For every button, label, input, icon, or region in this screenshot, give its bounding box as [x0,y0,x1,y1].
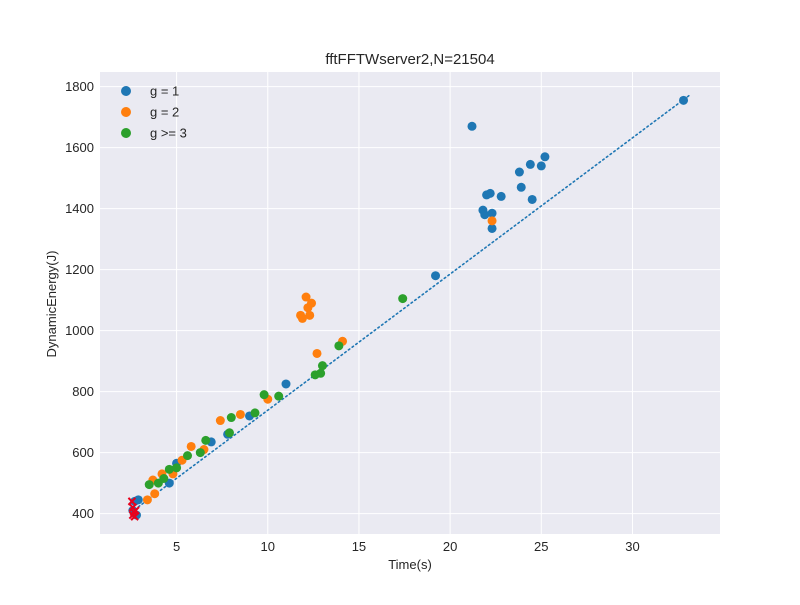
x-axis-label: Time(s) [388,557,432,572]
red-x-marker [131,506,140,515]
g1-point [527,194,537,204]
red-x-marker [128,510,138,520]
g1-point [431,271,441,281]
g3-point [164,464,174,474]
y-tick-label: 1000 [65,323,94,338]
g1-point [496,191,506,201]
grid-lines [100,72,720,534]
data-points [128,95,689,520]
g1-point [467,121,477,131]
g2-point [235,409,245,419]
legend-label-g1: g = 1 [150,84,179,99]
g3-point [398,294,408,304]
g1-point [281,379,291,389]
y-tick-label: 400 [72,506,94,521]
g1-point [525,159,535,169]
x-axis-ticks: 5 10 15 20 25 30 [173,539,640,554]
g3-point [183,451,193,461]
chart-title: fftFFTWserver2,N=21504 [325,51,494,68]
legend-marker-g2 [121,107,131,117]
plot-background [100,72,720,534]
g2-point [150,489,160,499]
g1-point [487,208,497,218]
y-tick-label: 1200 [65,262,94,277]
g2-point [186,441,196,451]
g1-point [536,161,546,171]
fit-line [130,93,692,514]
g1-point [540,152,550,162]
g2-point [301,292,311,302]
legend-marker-g1 [121,86,131,96]
y-tick-label: 1400 [65,201,94,216]
g3-point [259,390,269,400]
g3-point [201,435,211,445]
g1-point [480,210,490,220]
g3-point [316,368,326,378]
g2-point [312,348,322,358]
y-tick-label: 600 [72,445,94,460]
g2-point [297,313,307,323]
g3-point [144,480,154,490]
g3-point [274,391,284,401]
y-tick-label: 1600 [65,140,94,155]
g1-point [133,495,143,505]
y-axis-label: DynamicEnergy(J) [44,251,59,358]
g3-point [159,473,169,483]
y-axis-ticks: 400 600 800 1000 1200 1400 1600 1800 [65,79,94,521]
x-tick-label: 30 [625,539,639,554]
red-markers [127,497,140,521]
g2-point [307,298,317,308]
y-tick-label: 800 [72,384,94,399]
g2-point [305,310,315,320]
g3-point [172,463,182,473]
g3-point [250,408,260,418]
g3-point [334,341,344,351]
x-tick-label: 20 [443,539,457,554]
g3-point [317,361,327,371]
y-tick-label: 1800 [65,79,94,94]
x-tick-label: 25 [534,539,548,554]
g2-point [142,495,152,505]
fit-line-group [130,93,692,514]
g1-point [679,95,689,105]
g2-point [487,216,497,226]
legend-marker-g3 [121,128,131,138]
x-tick-label: 5 [173,539,180,554]
x-tick-label: 10 [261,539,275,554]
red-x-marker [127,497,137,506]
g1-point [487,223,497,233]
g1-point [485,188,495,198]
g1-point [514,167,524,177]
g1-point [516,182,526,192]
g3-point [224,428,234,438]
legend-label-g2: g = 2 [150,105,179,120]
g3-point [195,448,205,458]
g2-point [215,416,225,426]
x-tick-label: 15 [352,539,366,554]
legend-label-g3: g >= 3 [150,126,187,141]
g3-point [226,413,236,423]
legend: g = 1 g = 2 g >= 3 [121,84,187,141]
